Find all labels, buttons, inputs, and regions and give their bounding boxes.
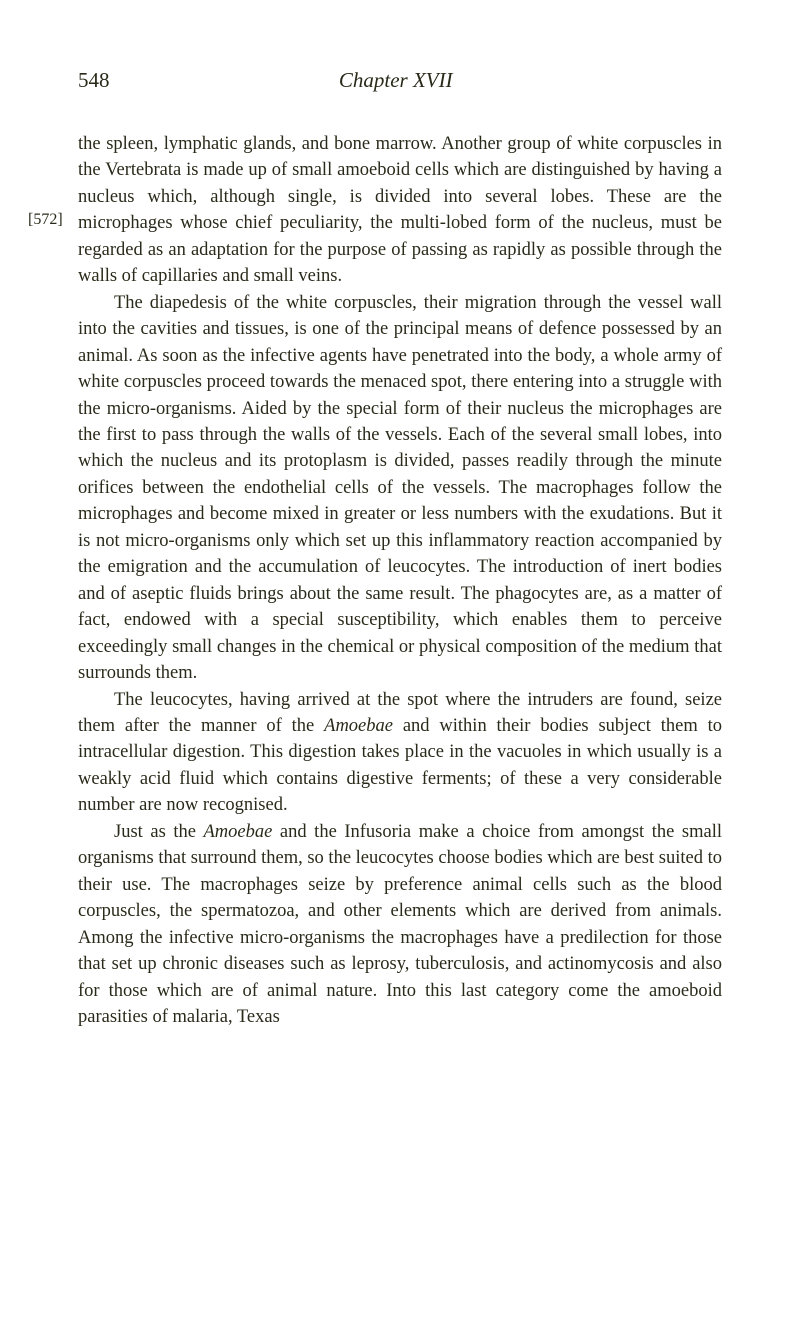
paragraph-4-text-1: Just as the — [114, 822, 204, 842]
chapter-title: Chapter XVII — [110, 68, 683, 93]
margin-note: [572] — [28, 209, 63, 232]
paragraph-3-italic-1: Amoebae — [324, 716, 393, 736]
paragraph-3: The leucocytes, having arrived at the sp… — [78, 687, 722, 819]
paragraph-4-text-2: and the Infusoria make a choice from amo… — [78, 822, 722, 1027]
paragraph-4: Just as the Amoebae and the Infusoria ma… — [78, 819, 722, 1031]
page-header: 548 Chapter XVII — [78, 68, 722, 93]
paragraph-1: [572] the spleen, lymphatic glands, and … — [78, 131, 722, 290]
paragraph-4-italic-1: Amoebae — [204, 822, 273, 842]
paragraph-2-text: The diapedesis of the white corpuscles, … — [78, 293, 722, 683]
body-text: [572] the spleen, lymphatic glands, and … — [78, 131, 722, 1030]
paragraph-2: The diapedesis of the white corpuscles, … — [78, 290, 722, 687]
page-number: 548 — [78, 68, 110, 93]
paragraph-1-text: the spleen, lymphatic glands, and bone m… — [78, 134, 722, 286]
